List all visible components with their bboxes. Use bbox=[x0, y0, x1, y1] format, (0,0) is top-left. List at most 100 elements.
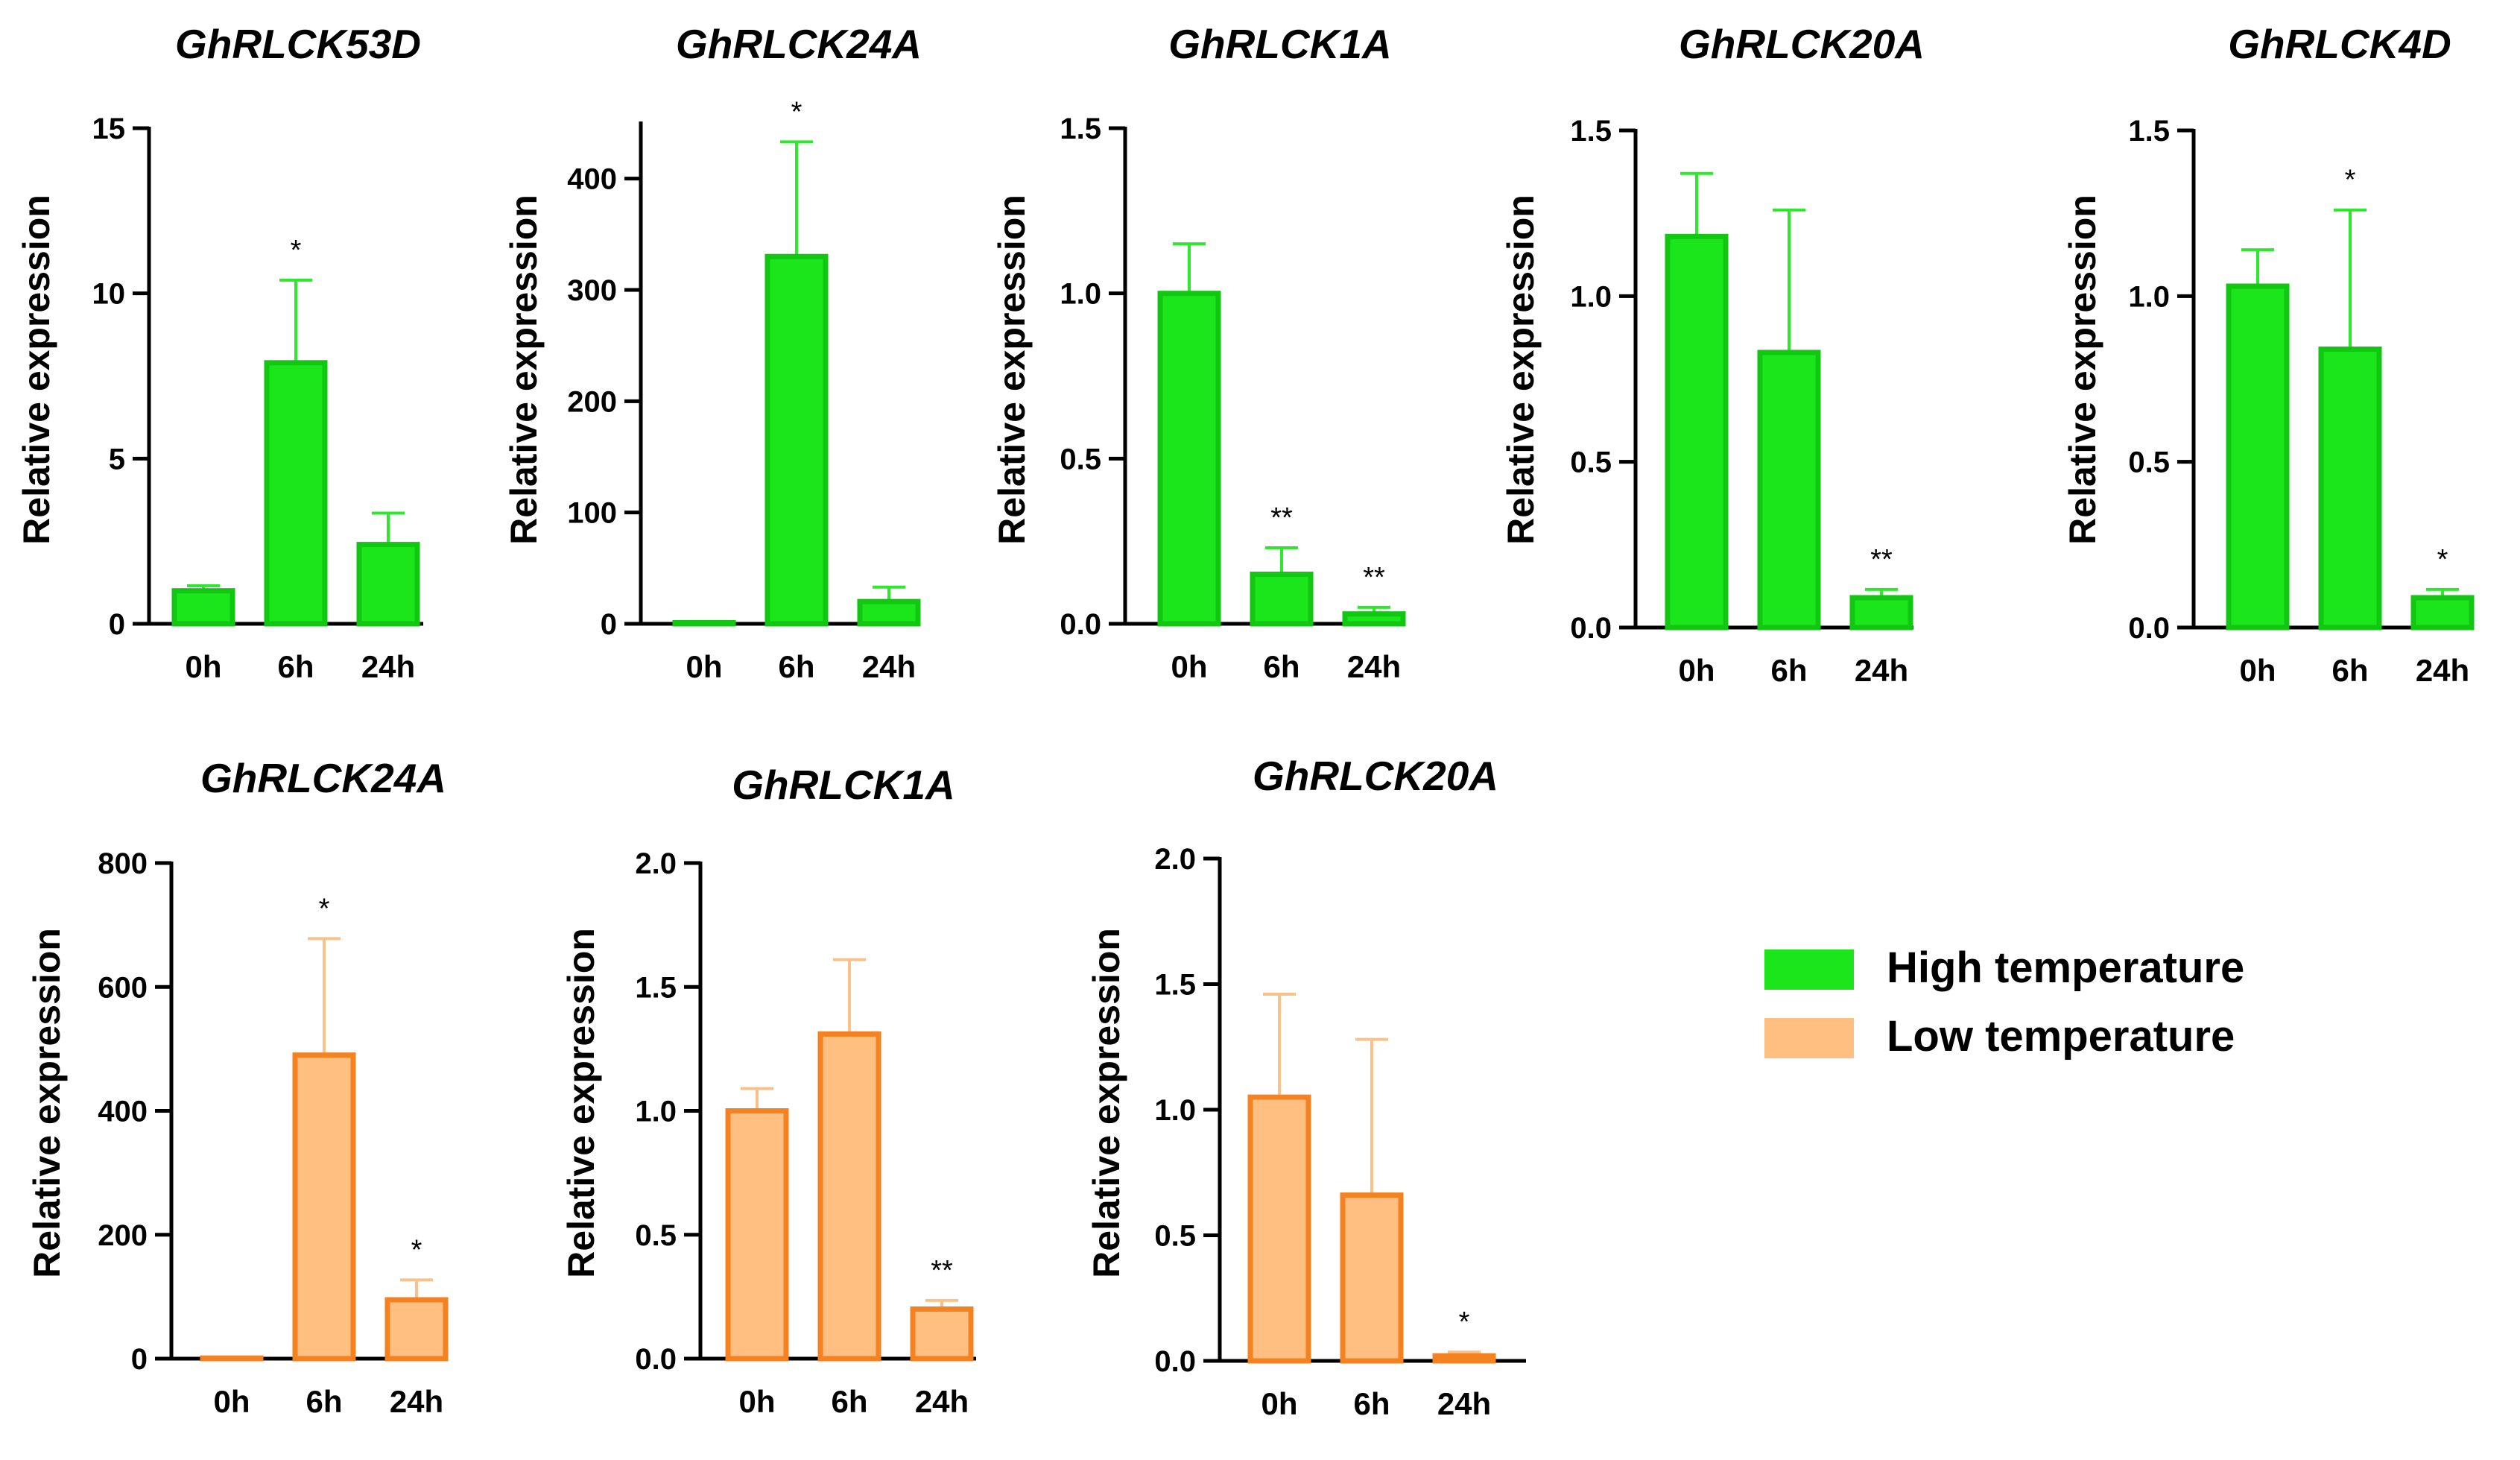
legend-swatch-low bbox=[1764, 1018, 1854, 1058]
legend-label-low: Low temperature bbox=[1887, 1012, 2235, 1061]
bar-6h bbox=[1757, 350, 1821, 631]
significance-mark: * bbox=[1459, 1306, 1470, 1338]
y-tick-label: 0.0 bbox=[1154, 1345, 1196, 1378]
chart-title: GhRLCK24A bbox=[200, 755, 446, 801]
y-tick-label: 2.0 bbox=[1154, 843, 1196, 876]
x-tick-label: 6h bbox=[1263, 649, 1299, 684]
y-tick-label: 200 bbox=[567, 385, 617, 418]
y-tick-label: 10 bbox=[92, 278, 126, 311]
x-tick-label: 6h bbox=[277, 649, 314, 684]
bar-6h bbox=[1250, 572, 1314, 627]
bar-0h bbox=[672, 620, 736, 627]
chart-panel-GhRLCK53D: GhRLCK53D Relative expression 0 5 10 15 0h 6h… bbox=[16, 21, 423, 684]
y-tick-label: 1.5 bbox=[1154, 969, 1196, 1002]
bar-6h bbox=[292, 1052, 356, 1362]
y-axis-label: Relative expression bbox=[1086, 928, 1127, 1278]
bar-6h bbox=[817, 1031, 881, 1362]
y-tick-label: 0.0 bbox=[1060, 608, 1101, 641]
y-tick-label: 0.5 bbox=[1570, 446, 1612, 479]
significance-mark: * bbox=[791, 96, 802, 127]
bar-0h bbox=[1665, 233, 1729, 631]
bar-24h bbox=[910, 1306, 974, 1362]
y-tick-label: 1.0 bbox=[635, 1096, 677, 1128]
y-tick-label: 1.5 bbox=[635, 971, 677, 1004]
bar-0h bbox=[2226, 283, 2290, 631]
bar-24h bbox=[384, 1297, 449, 1362]
x-tick-label: 0h bbox=[1261, 1386, 1297, 1421]
x-tick-label: 24h bbox=[862, 649, 916, 684]
y-axis-label: Relative expression bbox=[16, 195, 57, 545]
x-tick-label: 0h bbox=[686, 649, 722, 684]
x-tick-label: 24h bbox=[2416, 653, 2469, 688]
chart-title: GhRLCK1A bbox=[732, 762, 955, 808]
chart-title: GhRLCK20A bbox=[1253, 753, 1498, 799]
x-tick-label: 0h bbox=[1678, 653, 1715, 688]
bar-0h bbox=[1157, 291, 1221, 627]
y-tick-label: 1.0 bbox=[1060, 278, 1101, 311]
significance-mark: ** bbox=[1870, 544, 1893, 575]
y-tick-label: 0 bbox=[109, 608, 125, 641]
x-tick-label: 24h bbox=[1855, 653, 1908, 688]
chart-panel-GhRLCK24A-low: GhRLCK24A Relative expression 0 200 400 600… bbox=[26, 755, 449, 1419]
legend-swatch-high bbox=[1764, 949, 1854, 990]
bar-6h bbox=[1340, 1192, 1404, 1364]
chart-title: GhRLCK53D bbox=[175, 21, 421, 67]
x-tick-label: 24h bbox=[1437, 1386, 1491, 1421]
y-tick-label: 0.5 bbox=[1154, 1220, 1196, 1253]
chart-panel-GhRLCK1A-high: GhRLCK1A Relative expression 0.0 0.5 1.0 1.… bbox=[991, 21, 1406, 684]
y-axis-label: Relative expression bbox=[26, 928, 68, 1278]
y-tick-label: 800 bbox=[98, 847, 148, 880]
x-tick-label: 24h bbox=[915, 1384, 969, 1419]
chart-panel-GhRLCK24A-high: GhRLCK24A Relative expression 0 100 200 300… bbox=[503, 21, 922, 684]
x-tick-label: 24h bbox=[390, 1384, 443, 1419]
significance-mark: * bbox=[291, 235, 302, 266]
bar-6h bbox=[764, 253, 829, 627]
y-tick-label: 0 bbox=[131, 1343, 148, 1376]
significance-mark: * bbox=[2437, 544, 2448, 575]
x-tick-label: 6h bbox=[2331, 653, 2368, 688]
significance-mark: * bbox=[411, 1234, 422, 1265]
significance-mark: ** bbox=[1363, 562, 1385, 593]
chart-title: GhRLCK4D bbox=[2228, 21, 2451, 67]
y-tick-label: 0.5 bbox=[635, 1219, 677, 1252]
x-tick-label: 0h bbox=[213, 1384, 250, 1419]
x-tick-label: 0h bbox=[2239, 653, 2276, 688]
bar-0h bbox=[200, 1355, 264, 1362]
bar-0h bbox=[171, 588, 235, 627]
bar-6h bbox=[264, 360, 328, 627]
bar-24h bbox=[1342, 611, 1406, 627]
x-tick-label: 0h bbox=[1171, 649, 1207, 684]
significance-mark: ** bbox=[1270, 502, 1293, 534]
bar-24h bbox=[1432, 1353, 1496, 1364]
y-tick-label: 600 bbox=[98, 971, 148, 1004]
chart-title: GhRLCK20A bbox=[1679, 21, 1925, 67]
y-axis-label: Relative expression bbox=[2062, 195, 2103, 545]
bar-6h bbox=[2318, 346, 2382, 631]
x-tick-label: 24h bbox=[1347, 649, 1401, 684]
y-tick-label: 100 bbox=[567, 497, 617, 530]
chart-panel-GhRLCK20A-low: GhRLCK20A Relative expression 0.0 0.5 1.0 1… bbox=[1086, 753, 1526, 1421]
y-tick-label: 1.5 bbox=[2128, 115, 2170, 148]
y-tick-label: 400 bbox=[567, 163, 617, 196]
y-tick-label: 1.5 bbox=[1570, 115, 1612, 148]
bar-24h bbox=[857, 598, 921, 627]
significance-mark: * bbox=[2345, 165, 2356, 196]
y-tick-label: 300 bbox=[567, 274, 617, 307]
y-tick-label: 0.0 bbox=[2128, 612, 2170, 645]
bar-24h bbox=[356, 542, 420, 627]
y-tick-label: 1.0 bbox=[1570, 280, 1612, 313]
y-axis-label: Relative expression bbox=[503, 195, 545, 545]
chart-title: GhRLCK24A bbox=[676, 21, 922, 67]
y-tick-label: 15 bbox=[92, 113, 126, 145]
y-tick-label: 400 bbox=[98, 1096, 148, 1128]
y-tick-label: 0.0 bbox=[1570, 612, 1612, 645]
significance-mark: * bbox=[319, 893, 330, 924]
y-tick-label: 0.5 bbox=[2128, 446, 2170, 479]
x-tick-label: 0h bbox=[738, 1384, 775, 1419]
y-tick-label: 0.0 bbox=[635, 1343, 677, 1376]
bar-24h bbox=[2410, 595, 2475, 631]
chart-title: GhRLCK1A bbox=[1168, 21, 1391, 67]
y-tick-label: 200 bbox=[98, 1219, 148, 1252]
chart-panel-GhRLCK20A-high: GhRLCK20A Relative expression 0.0 0.5 1.0 1… bbox=[1500, 21, 1925, 688]
